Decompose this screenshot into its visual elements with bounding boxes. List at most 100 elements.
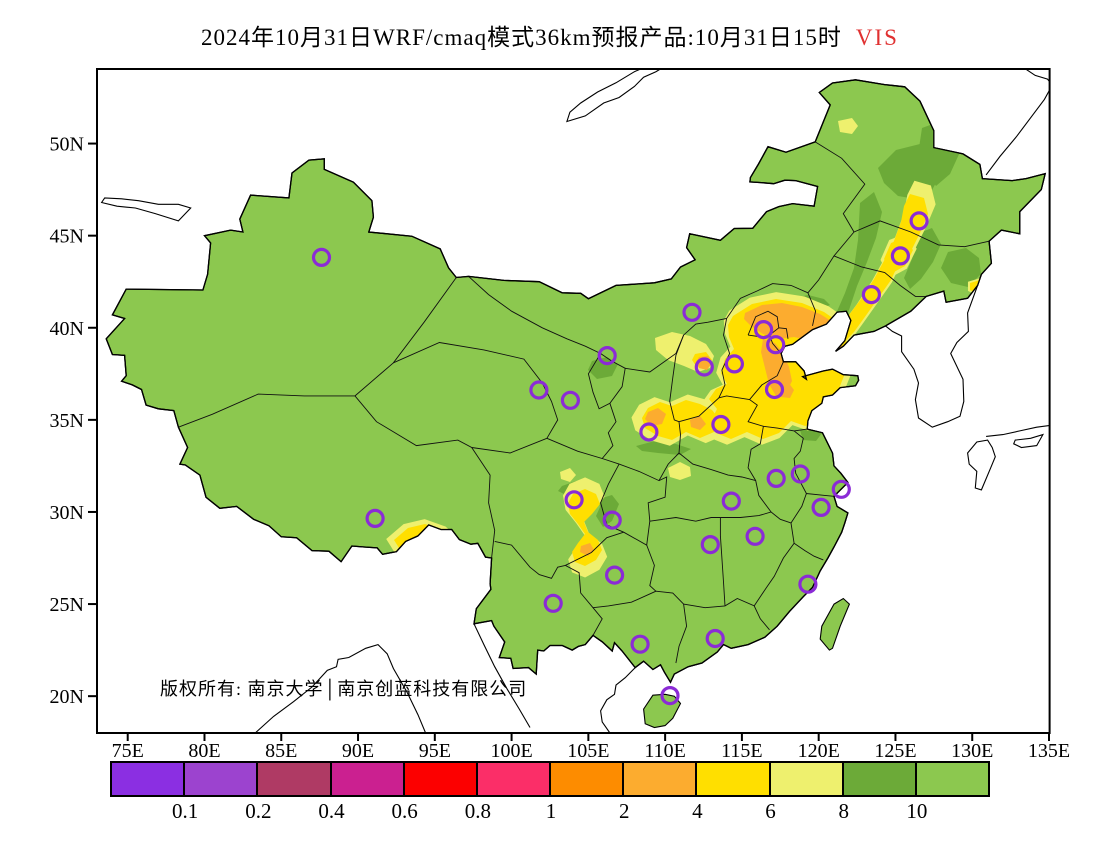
colorbar-segment-0 xyxy=(112,763,186,795)
colorbar-segment-5 xyxy=(477,763,552,795)
city-marker-changsha xyxy=(700,534,720,555)
colorbar-segment-8 xyxy=(697,763,771,795)
colorbar-segment-9 xyxy=(770,763,844,795)
contour-vis-8-10 xyxy=(904,228,941,289)
province-border xyxy=(718,395,750,401)
colorbar-segment-6 xyxy=(551,763,625,795)
copyright-text: 版权所有: 南京大学│南京创蓝科技有限公司 xyxy=(160,678,527,701)
city-marker-hefei xyxy=(766,468,786,488)
page-title: 2024年10月31日WRF/cmaq模式36km预报产品:10月31日15时 V… xyxy=(0,18,1100,52)
x-axis-label: 105E xyxy=(567,740,609,762)
province-borders xyxy=(178,141,990,664)
contour-vis-8-10 xyxy=(823,192,882,342)
map-frame xyxy=(96,68,1051,734)
contour-vis-6-8 xyxy=(560,468,576,482)
y-axis-label: 40N xyxy=(50,318,84,340)
city-marker-harbin xyxy=(909,211,929,231)
taiwan-island xyxy=(819,597,851,651)
province-border xyxy=(793,542,824,561)
city-marker-kunming xyxy=(543,593,563,613)
title-variable-label: VIS xyxy=(855,25,899,50)
contour-vis-8-10 xyxy=(636,441,691,455)
city-marker-guiyang xyxy=(604,565,625,585)
x-axis-label: 110E xyxy=(644,740,685,762)
province-border xyxy=(747,426,772,513)
city-marker-chongqing xyxy=(602,510,622,530)
province-border xyxy=(565,565,603,636)
city-marker-guangzhou xyxy=(705,628,725,649)
x-axis-label: 75E xyxy=(112,740,144,762)
y-axis-label: 50N xyxy=(50,134,84,156)
neighbor-coastline xyxy=(473,623,531,728)
city-marker-nanchang xyxy=(745,526,765,546)
city-marker-nanjing xyxy=(790,464,810,484)
neighbor-coastline xyxy=(967,439,996,491)
contour-vis-4-6 xyxy=(834,194,928,344)
contour-vis-6-8 xyxy=(668,462,691,480)
province-border xyxy=(833,255,927,297)
colorbar-label: 0.8 xyxy=(464,799,491,823)
city-marker-shanghai xyxy=(831,479,851,499)
province-border xyxy=(678,318,731,423)
city-marker-taiyuan xyxy=(694,357,714,377)
city-marker-lhasa xyxy=(365,508,385,529)
colorbar-label: 1 xyxy=(545,799,557,823)
province-border xyxy=(778,327,789,339)
city-marker-urumqi xyxy=(311,247,332,267)
province-border xyxy=(763,425,807,494)
colorbar-label: 2 xyxy=(618,799,630,823)
city-marker-changchun xyxy=(890,246,911,266)
province-border xyxy=(178,277,457,428)
province-border xyxy=(807,292,817,326)
city-marker-nanning xyxy=(630,634,650,654)
colorbar-segment-4 xyxy=(404,763,478,795)
colorbar-label: 6 xyxy=(765,799,776,823)
province-border xyxy=(602,421,681,482)
neighbor-coastline xyxy=(600,667,636,733)
city-marker-jinan xyxy=(764,379,785,400)
province-border xyxy=(546,403,617,460)
city-marker-tianjin xyxy=(766,335,786,355)
x-axis-label: 85E xyxy=(265,740,297,762)
neighbor-coastline xyxy=(985,88,1050,176)
axis-ticks-labels: 75E 80E 85E 90E 95E 100E 105E 110E 115E 120E 125E 1… xyxy=(50,134,1071,762)
x-axis-label: 120E xyxy=(798,740,840,762)
province-border xyxy=(678,452,756,482)
y-axis-label: 45N xyxy=(50,226,84,248)
colorbar-segment-10 xyxy=(843,763,917,795)
y-axis-label: 25N xyxy=(50,594,84,616)
province-border xyxy=(471,437,548,454)
contour-vis-2-4 xyxy=(645,408,666,426)
city-marker-hangzhou xyxy=(811,497,831,517)
city-marker-chengdu xyxy=(564,490,584,510)
city-marker-beijing xyxy=(753,320,774,340)
colorbar-label: 10 xyxy=(906,799,928,823)
y-axis-label: 30N xyxy=(50,502,84,524)
neighbor-coastline xyxy=(254,643,427,733)
city-marker-haikou xyxy=(660,685,680,706)
city-marker-zhengzhou xyxy=(711,414,731,435)
colorbar-segment-7 xyxy=(624,763,698,795)
x-axis-label: 95E xyxy=(419,740,451,762)
colorbar-label: 0.6 xyxy=(391,799,418,823)
province-border xyxy=(675,604,688,664)
province-border xyxy=(794,428,808,432)
colorbar-segment-2 xyxy=(258,763,332,795)
city-markers xyxy=(311,211,929,706)
title-text: 2024年10月31日WRF/cmaq模式36km预报产品:10月31日15时 xyxy=(201,25,842,50)
colorbar-label: 4 xyxy=(692,799,703,823)
x-axis-label: 135E xyxy=(1028,740,1070,762)
x-axis-label: 100E xyxy=(490,740,532,762)
city-marker-wuhan xyxy=(721,491,741,511)
y-axis-label: 20N xyxy=(50,686,84,708)
province-border xyxy=(393,342,559,439)
x-axis-label: 80E xyxy=(188,740,220,762)
city-marker-lanzhou xyxy=(560,390,581,410)
city-marker-hohhot xyxy=(682,302,702,322)
colorbar-segment-11 xyxy=(916,763,989,795)
city-marker-fuzhou xyxy=(798,574,818,594)
x-axis-label: 125E xyxy=(874,740,916,762)
colorbar xyxy=(110,761,990,797)
map-area xyxy=(100,69,1050,733)
